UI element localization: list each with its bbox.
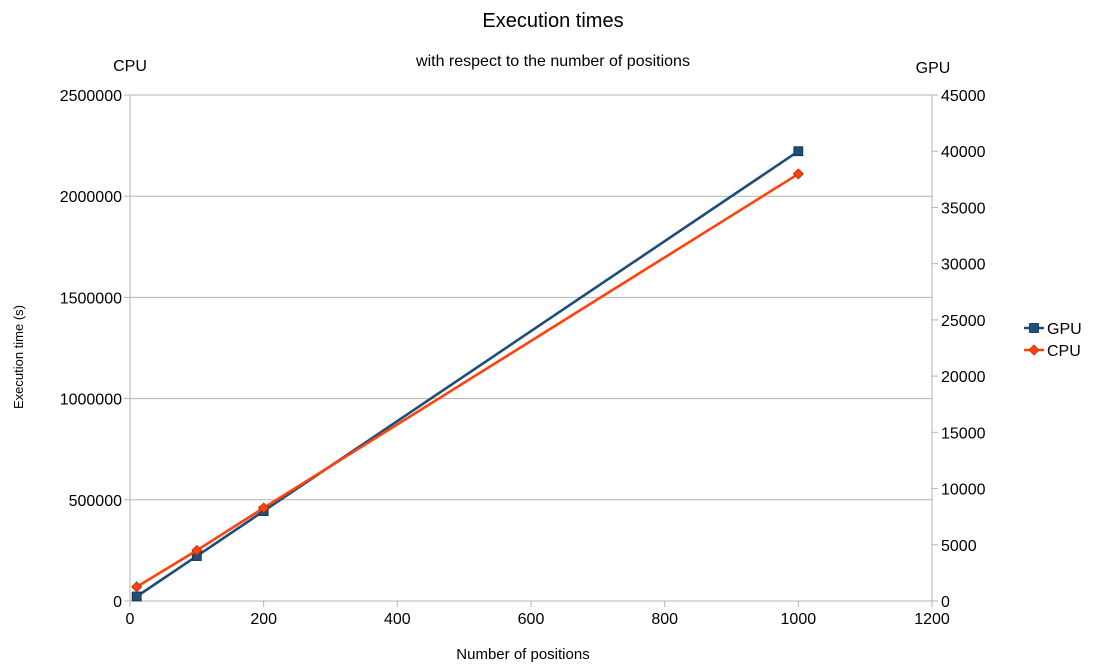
grid <box>130 94 932 602</box>
x-tick-label: 1000 <box>781 611 817 628</box>
gpu-point <box>131 591 142 602</box>
cpu-point <box>258 502 270 514</box>
right-tick-label: 35000 <box>941 200 986 217</box>
right-tick-label: 45000 <box>941 88 986 105</box>
right-tick-label: 10000 <box>941 482 986 499</box>
legend-gpu-label: GPU <box>1047 321 1082 338</box>
y-axis-title: Execution time (s) <box>11 305 26 409</box>
cpu-point <box>131 581 143 593</box>
left-tick-label: 2500000 <box>60 88 122 105</box>
gpu-series-line <box>135 150 800 598</box>
legend-gpu-marker <box>1029 323 1039 333</box>
chart-subtitle: with respect to the number of positions <box>415 53 690 70</box>
right-tick-label: 15000 <box>941 425 986 442</box>
axes: 0 500000 1000000 1500000 2000000 2500000 0 5000… <box>60 88 986 628</box>
right-tick-label: 40000 <box>941 144 986 161</box>
series <box>131 146 804 602</box>
legend-cpu-label: CPU <box>1047 343 1081 360</box>
x-axis-title: Number of positions <box>456 646 589 663</box>
cpu-point <box>792 168 804 180</box>
chart-title: Execution times <box>482 10 623 32</box>
x-tick-label: 600 <box>518 611 545 628</box>
left-tick-label: 1500000 <box>60 290 122 307</box>
right-tick-label: 20000 <box>941 369 986 386</box>
cpu-series-line <box>136 172 800 588</box>
right-tick-label: 30000 <box>941 257 986 274</box>
cpu-point <box>191 544 203 556</box>
right-tick-label: 5000 <box>941 538 977 555</box>
x-tick-label: 1200 <box>914 611 950 628</box>
gpu-point <box>793 146 804 157</box>
right-tick-label: 0 <box>941 594 950 611</box>
x-tick-label: 200 <box>250 611 277 628</box>
left-tick-label: 500000 <box>69 493 122 510</box>
left-tick-label: 1000000 <box>60 392 122 409</box>
x-tick-label: 800 <box>651 611 678 628</box>
left-tick-label: 0 <box>113 594 122 611</box>
left-axis-label: CPU <box>113 58 147 75</box>
right-tick-label: 25000 <box>941 313 986 330</box>
left-tick-label: 2000000 <box>60 189 122 206</box>
x-tick-label: 0 <box>126 611 135 628</box>
legend-cpu-marker <box>1028 344 1040 356</box>
right-axis-label: GPU <box>916 60 951 77</box>
x-tick-label: 400 <box>384 611 411 628</box>
legend: GPU CPU <box>1024 321 1082 360</box>
